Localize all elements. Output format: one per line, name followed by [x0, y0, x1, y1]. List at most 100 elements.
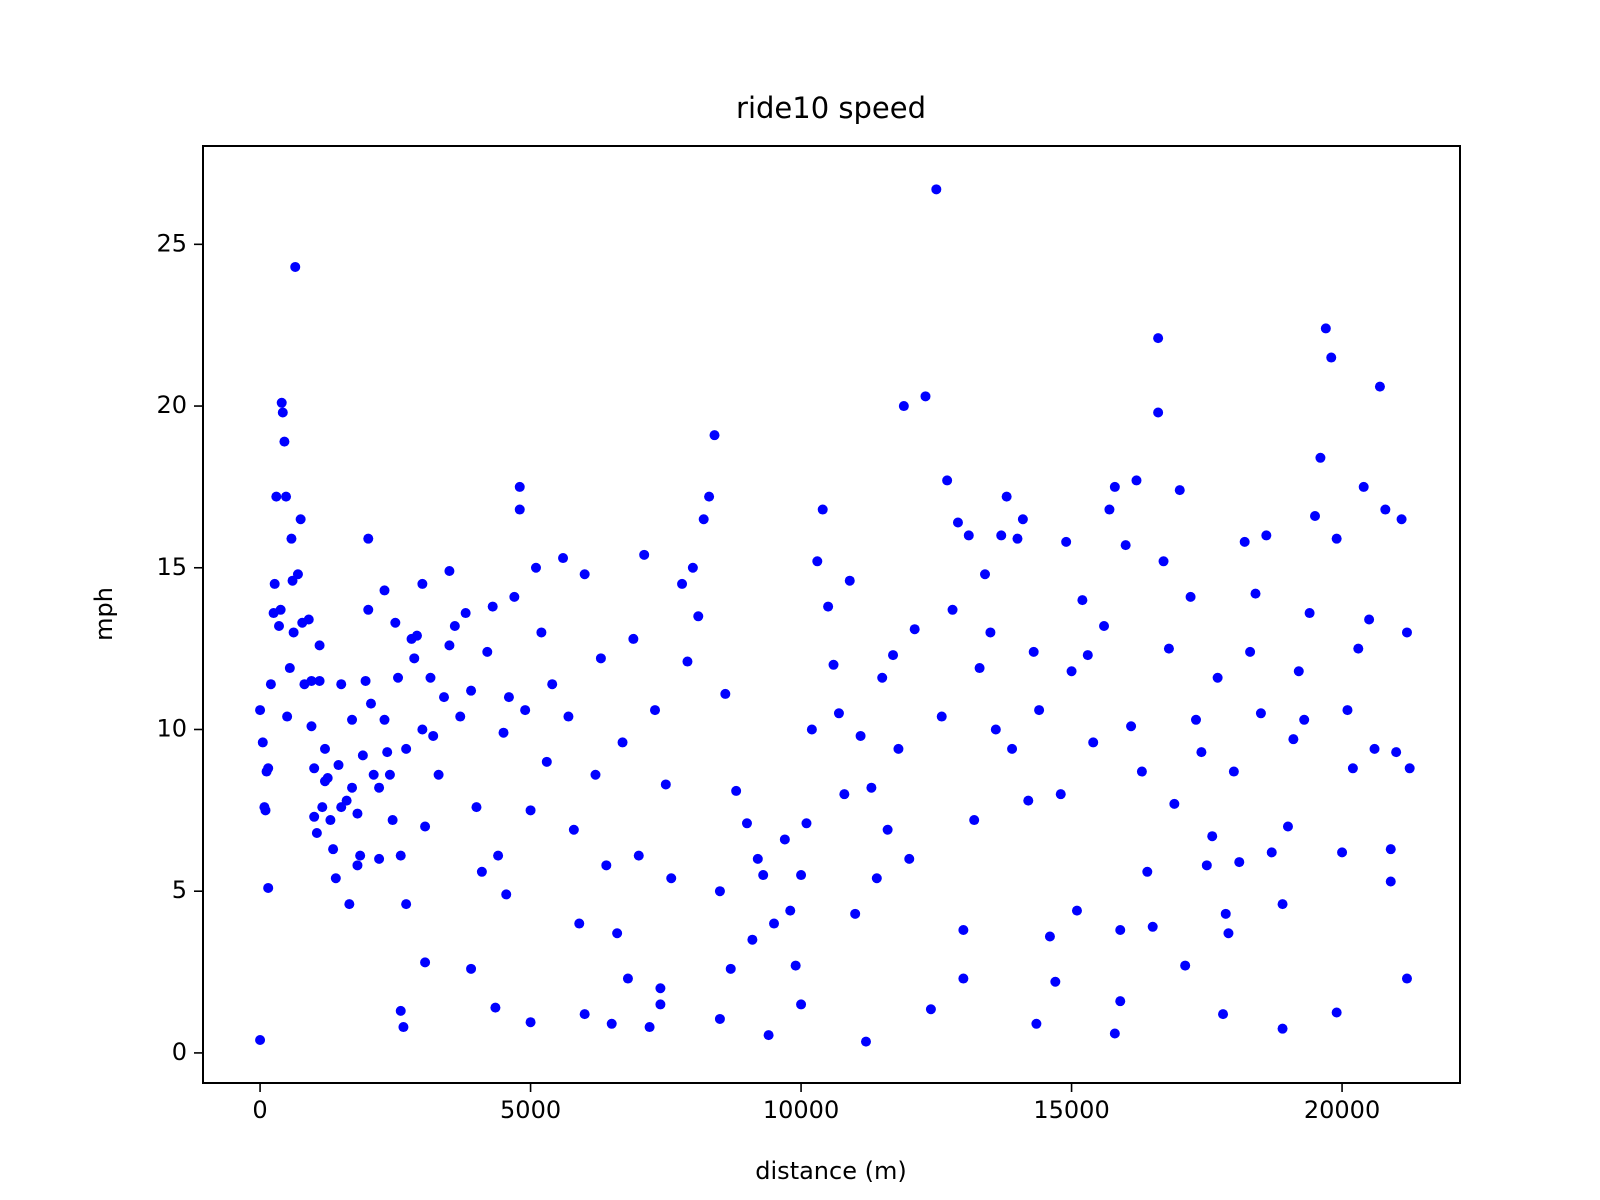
point: [747, 934, 758, 945]
point: [401, 743, 412, 754]
point: [1028, 646, 1039, 657]
point: [263, 763, 274, 774]
point: [558, 553, 569, 564]
point: [1234, 857, 1245, 868]
point: [428, 730, 439, 741]
point: [263, 882, 274, 893]
chart-title: ride10 speed: [736, 91, 926, 125]
point: [433, 769, 444, 780]
point: [379, 714, 390, 725]
point: [1320, 323, 1331, 334]
point: [904, 853, 915, 864]
point: [503, 692, 514, 703]
point: [536, 627, 547, 638]
point: [1220, 908, 1231, 919]
point: [639, 549, 650, 560]
point: [925, 1004, 936, 1015]
point: [1001, 491, 1012, 502]
point: [1126, 721, 1137, 732]
point: [1391, 747, 1402, 758]
point: [360, 675, 371, 686]
point: [1277, 899, 1288, 910]
point: [985, 627, 996, 638]
point: [909, 624, 920, 635]
point: [420, 821, 431, 832]
point: [277, 407, 288, 418]
point: [1190, 714, 1201, 725]
point: [1353, 643, 1364, 654]
point: [455, 711, 466, 722]
point: [974, 663, 985, 674]
x-tick-label: 10000: [763, 1096, 839, 1124]
point: [1315, 452, 1326, 463]
point: [1012, 533, 1023, 544]
point: [1061, 536, 1072, 547]
point: [1250, 588, 1261, 599]
point: [666, 873, 677, 884]
point: [1109, 1028, 1120, 1039]
point: [347, 714, 358, 725]
point: [1364, 614, 1375, 625]
point: [295, 514, 306, 525]
point: [1380, 504, 1391, 515]
point: [1131, 475, 1142, 486]
point: [763, 1030, 774, 1041]
point: [1239, 536, 1250, 547]
point: [628, 633, 639, 644]
point: [322, 772, 333, 783]
point: [1017, 514, 1028, 525]
point: [317, 802, 328, 813]
point: [471, 802, 482, 813]
point: [574, 918, 585, 929]
point: [363, 533, 374, 544]
point: [942, 475, 953, 486]
point: [855, 730, 866, 741]
point: [1034, 705, 1045, 716]
point: [1153, 333, 1164, 344]
point: [1163, 643, 1174, 654]
point: [341, 795, 352, 806]
point: [357, 750, 368, 761]
point: [1347, 763, 1358, 774]
point: [633, 850, 644, 861]
point: [444, 640, 455, 651]
point: [655, 999, 666, 1010]
point: [650, 705, 661, 716]
point: [271, 491, 282, 502]
point: [374, 782, 385, 793]
point: [1099, 620, 1110, 631]
point: [785, 905, 796, 916]
point: [498, 727, 509, 738]
point: [931, 184, 942, 195]
point: [823, 601, 834, 612]
point: [871, 873, 882, 884]
point: [833, 708, 844, 719]
point: [796, 870, 807, 881]
point: [936, 711, 947, 722]
point: [409, 653, 420, 664]
point: [1266, 847, 1277, 858]
point: [1077, 595, 1088, 606]
point: [1136, 766, 1147, 777]
point: [1342, 705, 1353, 716]
point: [314, 675, 325, 686]
point: [274, 620, 285, 631]
point: [282, 711, 293, 722]
point: [898, 401, 909, 412]
point: [698, 514, 709, 525]
point: [996, 530, 1007, 541]
point: [425, 672, 436, 683]
point: [390, 617, 401, 628]
point: [384, 769, 395, 780]
point: [790, 960, 801, 971]
point: [1082, 650, 1093, 661]
point: [355, 850, 366, 861]
point: [969, 815, 980, 826]
point: [466, 963, 477, 974]
y-axis-label: mph: [90, 587, 118, 641]
point: [687, 562, 698, 573]
point: [693, 611, 704, 622]
point: [275, 604, 286, 615]
